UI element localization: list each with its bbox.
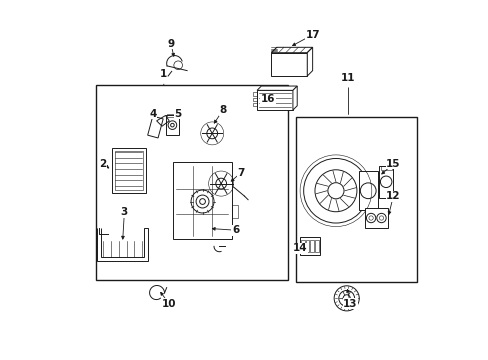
Text: 7: 7 [237, 168, 244, 178]
Circle shape [333, 286, 359, 311]
Bar [252, 98, 257, 101]
Text: 2: 2 [99, 159, 106, 169]
Bar [252, 92, 257, 96]
Bar [172, 162, 231, 239]
Bar [165, 116, 179, 135]
Bar [231, 205, 238, 218]
Bar [301, 240, 304, 252]
Circle shape [343, 295, 349, 302]
Text: 14: 14 [292, 243, 307, 253]
Text: 13: 13 [343, 299, 357, 309]
Text: 16: 16 [260, 94, 274, 104]
Bar [358, 171, 378, 211]
Bar [378, 166, 392, 198]
Bar [296, 117, 416, 282]
Polygon shape [257, 86, 297, 90]
Text: 11: 11 [341, 73, 355, 83]
Text: 4: 4 [149, 109, 157, 119]
Bar [147, 116, 163, 138]
Bar [310, 240, 313, 252]
Bar [167, 114, 177, 117]
Bar [112, 148, 145, 193]
Polygon shape [292, 86, 297, 110]
Bar [257, 90, 292, 110]
Circle shape [150, 113, 155, 118]
Bar [314, 240, 318, 252]
Text: 3: 3 [121, 207, 128, 217]
Bar [380, 166, 391, 170]
Bar [252, 103, 257, 107]
Bar [271, 53, 306, 76]
Text: 9: 9 [167, 39, 174, 49]
Bar [115, 150, 142, 190]
Text: 17: 17 [305, 30, 319, 40]
Text: 15: 15 [386, 159, 400, 169]
Text: 10: 10 [162, 299, 176, 309]
Circle shape [170, 123, 174, 127]
Text: 5: 5 [174, 109, 182, 119]
Text: 12: 12 [386, 191, 400, 201]
Text: 6: 6 [231, 225, 239, 235]
Text: 8: 8 [219, 105, 226, 115]
Bar [96, 85, 287, 280]
Bar [364, 208, 387, 228]
Circle shape [196, 195, 208, 208]
Bar [305, 240, 309, 252]
Polygon shape [306, 47, 312, 76]
Polygon shape [271, 47, 312, 53]
Text: 1: 1 [160, 69, 167, 79]
Bar [300, 237, 319, 255]
Circle shape [327, 183, 344, 199]
